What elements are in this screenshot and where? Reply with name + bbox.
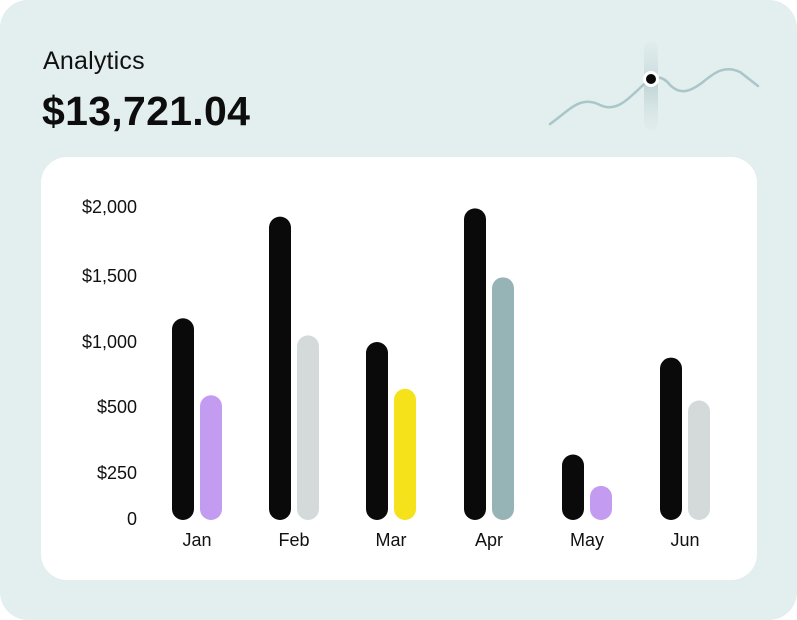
- bar-jun-1[interactable]: [660, 357, 682, 520]
- y-tick-label-1: $250: [97, 463, 137, 483]
- bar-apr-2[interactable]: [492, 277, 514, 520]
- x-tick-label-mar: Mar: [376, 530, 407, 550]
- x-tick-label-jan: Jan: [182, 530, 211, 550]
- bar-apr-1[interactable]: [464, 208, 486, 520]
- x-tick-label-may: May: [570, 530, 604, 550]
- y-tick-label-2: $500: [97, 397, 137, 417]
- x-tick-label-jun: Jun: [670, 530, 699, 550]
- bar-mar-2[interactable]: [394, 388, 416, 520]
- x-tick-label-feb: Feb: [278, 530, 309, 550]
- y-tick-label-3: $1,000: [82, 332, 137, 352]
- total-amount: $13,721.04: [42, 88, 251, 134]
- y-axis: 0 $250 $500 $1,000 $1,500 $2,000: [82, 197, 137, 529]
- chart-panel: 0 $250 $500 $1,000 $1,500 $2,000 Jan Feb Mar Apr…: [41, 157, 757, 580]
- scrubber-dot-inner: [646, 74, 656, 84]
- bars: [172, 208, 710, 520]
- card-title: Analytics: [43, 47, 145, 75]
- x-axis: Jan Feb Mar Apr May Jun: [182, 530, 699, 550]
- bar-mar-1[interactable]: [366, 342, 388, 520]
- bar-feb-1[interactable]: [269, 216, 291, 520]
- y-tick-label-4: $1,500: [82, 266, 137, 286]
- bar-feb-2[interactable]: [297, 335, 319, 520]
- bar-jan-1[interactable]: [172, 318, 194, 520]
- bar-chart: 0 $250 $500 $1,000 $1,500 $2,000 Jan Feb Mar Apr…: [82, 197, 710, 550]
- x-tick-label-apr: Apr: [475, 530, 503, 550]
- bar-may-1[interactable]: [562, 454, 584, 520]
- bar-may-2[interactable]: [590, 485, 612, 520]
- bar-jun-2[interactable]: [688, 400, 710, 521]
- y-tick-label-0: 0: [127, 509, 137, 529]
- bar-jan-2[interactable]: [200, 395, 222, 520]
- sparkline-icon: [548, 42, 760, 130]
- y-tick-label-5: $2,000: [82, 197, 137, 217]
